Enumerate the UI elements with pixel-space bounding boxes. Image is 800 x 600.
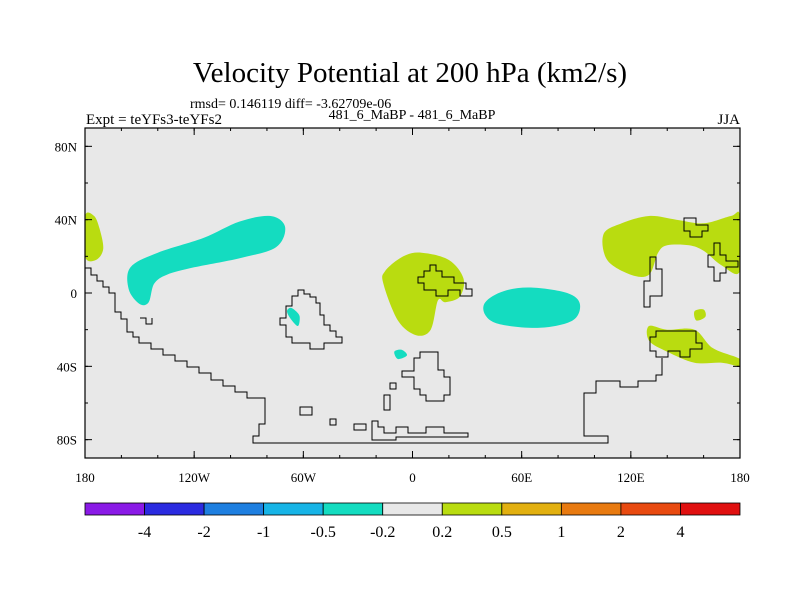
- colorbar-label: -4: [138, 524, 151, 541]
- west-pacific-positive-anomaly: [85, 212, 104, 262]
- colorbar-swatch: [203, 502, 265, 516]
- coastline-segment: [389, 382, 397, 390]
- coastline-segment: [299, 406, 313, 416]
- colorbar-label: -0.2: [370, 524, 395, 541]
- x-tick-label: 120W: [178, 470, 211, 485]
- colorbar-label: -2: [197, 524, 210, 541]
- colorbar-swatch: [501, 502, 562, 516]
- east-pacific-negative-anomaly: [127, 215, 286, 306]
- x-tick-label: 60E: [511, 470, 532, 485]
- coastline-segment: [683, 217, 709, 238]
- x-tick-label: 60W: [291, 470, 317, 485]
- coastline-segment: [353, 423, 367, 431]
- y-tick-label: 40N: [55, 213, 78, 228]
- case-label: 481_6_MaBP - 481_6_MaBP: [329, 108, 496, 123]
- colorbar-swatch: [144, 502, 205, 516]
- africa-positive-anomaly: [382, 252, 465, 336]
- colorbar: -4 -2 -1 -0.5 -0.2 0.2 0.5 1 2 4: [84, 502, 741, 541]
- colorbar-swatch: [263, 502, 324, 516]
- y-tick-label: 80S: [57, 433, 77, 448]
- coastlines: [85, 217, 739, 444]
- atlantic-negative-anomaly: [394, 349, 408, 360]
- y-tick-label: 40S: [57, 359, 77, 374]
- coastline-segment: [140, 317, 153, 325]
- colorbar-swatch: [560, 502, 622, 516]
- coastline-segment: [417, 264, 473, 297]
- x-tick-label: 180: [730, 470, 750, 485]
- map-frame: [84, 127, 741, 459]
- western-pacific-small-positive-anomaly: [694, 309, 706, 321]
- colorbar-swatch: [441, 502, 503, 516]
- season-label: JJA: [717, 112, 740, 128]
- colorbar-swatch: [680, 502, 741, 516]
- coastline-segment: [85, 267, 663, 444]
- y-tick-label: 0: [71, 286, 78, 301]
- x-tick-label: 180: [75, 470, 95, 485]
- coastline-segment: [643, 256, 663, 308]
- coastline-segment: [383, 394, 391, 411]
- x-tick-label: 0: [409, 470, 416, 485]
- coastline-segment: [707, 242, 739, 282]
- x-tick-label: 120E: [617, 470, 645, 485]
- coastline-segment: [401, 351, 451, 402]
- colorbar-swatch: [322, 502, 384, 516]
- anomaly-regions: [85, 211, 740, 367]
- coastline-segment: [649, 330, 703, 358]
- colorbar-label: 0.5: [492, 524, 512, 541]
- chart-stats: rmsd= 0.146119 diff= -3.62709e-06: [190, 97, 391, 112]
- colorbar-swatch: [84, 502, 145, 516]
- chart-title: Velocity Potential at 200 hPa (km2/s): [193, 57, 627, 89]
- coastline-segment: [329, 418, 337, 426]
- y-tick-label: 80N: [55, 139, 78, 154]
- colorbar-label: 1: [557, 524, 565, 541]
- colorbar-label: 0.2: [432, 524, 452, 541]
- indian-ocean-negative-anomaly: [483, 287, 581, 328]
- experiment-label: Expt = teYFs3-teYFs2: [86, 112, 222, 128]
- colorbar-label: 2: [617, 524, 625, 541]
- colorbar-label: -0.5: [311, 524, 336, 541]
- colorbar-label: 4: [676, 524, 684, 541]
- colorbar-swatch: [382, 502, 443, 516]
- coastline-segment: [371, 420, 469, 441]
- coastline-segment: [279, 289, 343, 350]
- south-america-negative-anomaly: [287, 307, 300, 327]
- east-asia-positive-anomaly: [602, 211, 740, 277]
- south-pacific-positive-anomaly: [646, 325, 740, 367]
- colorbar-label: -1: [257, 524, 270, 541]
- colorbar-swatch: [620, 502, 681, 516]
